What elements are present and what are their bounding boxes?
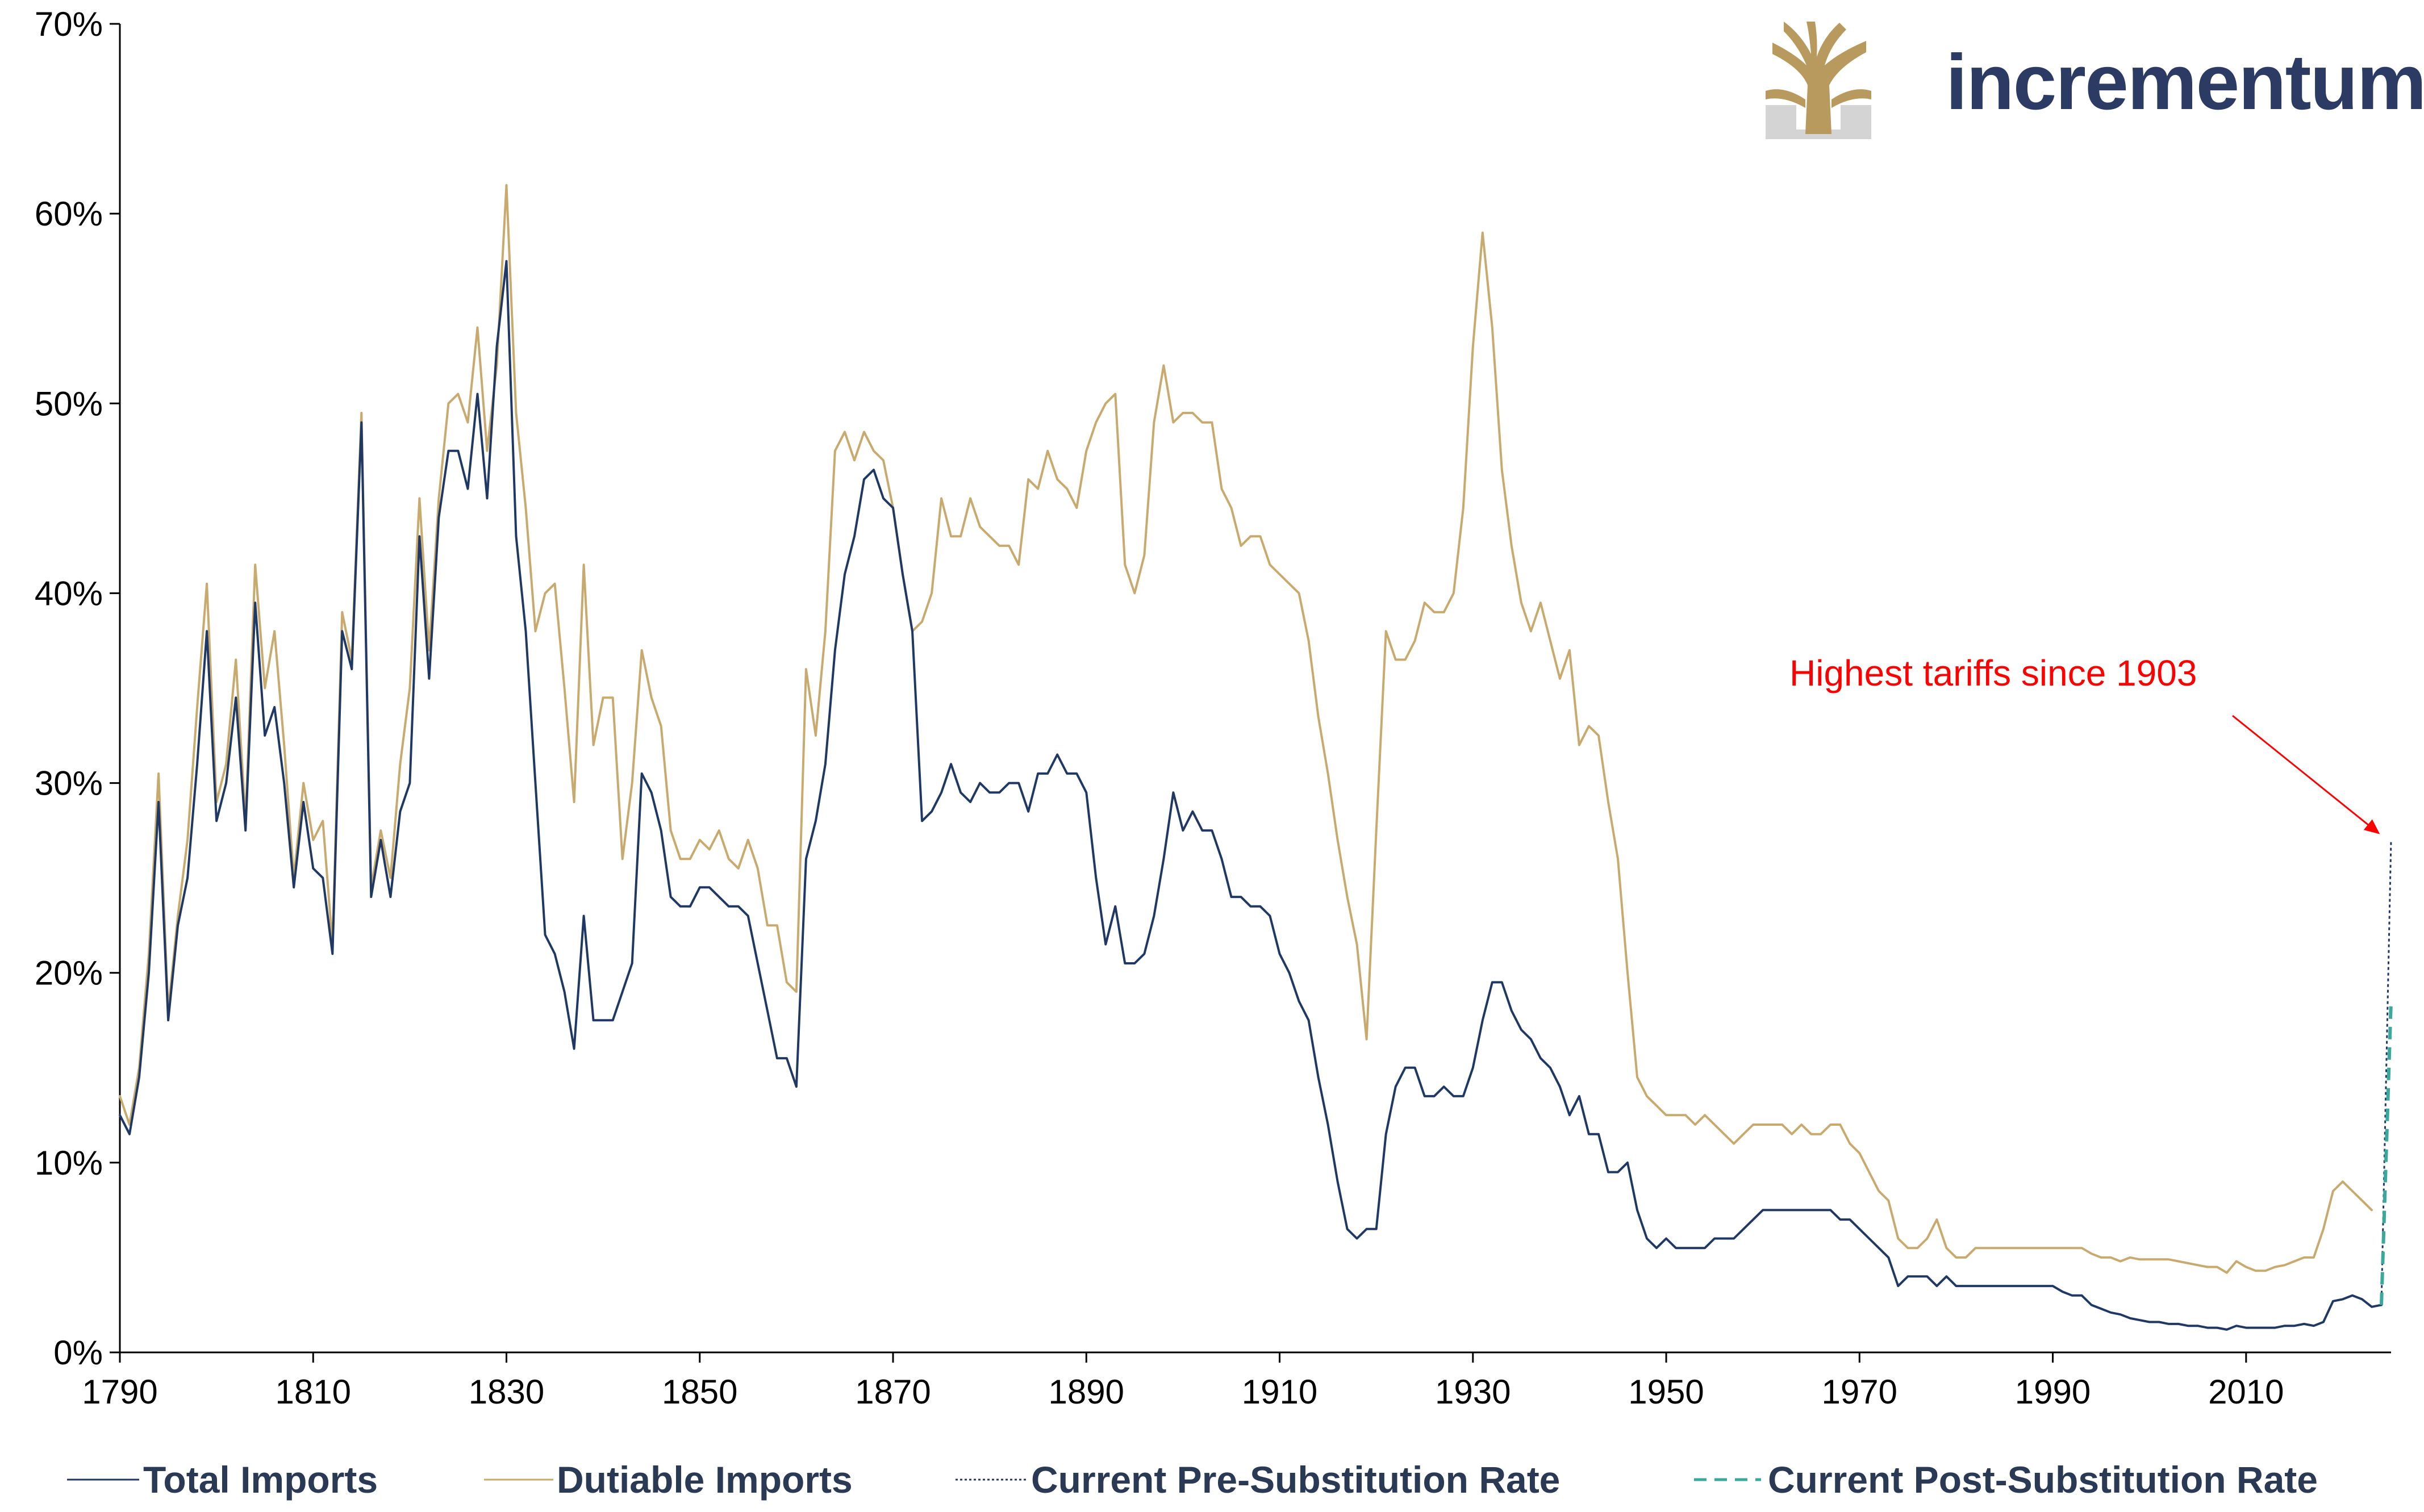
legend-item-dutiable-imports: Dutiable Imports (484, 1459, 853, 1501)
y-tick-label: 20% (35, 954, 103, 992)
legend-label-pre-substitution: Current Pre-Substitution Rate (1031, 1459, 1560, 1501)
y-tick-label: 40% (35, 574, 103, 612)
x-axis-ticks: 1790 1810 1830 1850 1870 1890 1910 1930 1950 1970… (82, 1352, 2284, 1411)
y-tick-label: 50% (35, 385, 103, 423)
x-tick-label: 1790 (82, 1373, 157, 1411)
logo-text: incrementum (1946, 39, 2424, 126)
series-line-pre-substitution (2380, 839, 2392, 1305)
x-tick-label: 1830 (469, 1373, 544, 1411)
annotation-text: Highest tariffs since 1903 (1789, 653, 2197, 694)
x-tick-label: 1930 (1435, 1373, 1511, 1411)
legend-item-pre-substitution: Current Pre-Substitution Rate (956, 1459, 1560, 1501)
logo: incrementum (1766, 22, 2424, 139)
x-tick-label: 1910 (1242, 1373, 1317, 1411)
x-tick-label: 1990 (2015, 1373, 2091, 1411)
logo-tree-icon (1766, 22, 1871, 139)
x-tick-label: 1950 (1628, 1373, 1704, 1411)
annotation-arrow (2232, 715, 2380, 834)
series-line-total-imports (119, 260, 2383, 1331)
x-tick-label: 1870 (855, 1373, 931, 1411)
x-tick-label: 1810 (276, 1373, 351, 1411)
y-axis-ticks: 0% 10% 20% 30% 40% 50% 60% 70% (35, 5, 120, 1372)
legend-item-total-imports: Total Imports (67, 1459, 378, 1501)
x-tick-label: 1970 (1822, 1373, 1897, 1411)
legend-label-post-substitution: Current Post-Substitution Rate (1768, 1459, 2318, 1501)
x-tick-label: 2010 (2208, 1373, 2284, 1411)
x-tick-label: 1890 (1049, 1373, 1124, 1411)
legend-label-dutiable-imports: Dutiable Imports (557, 1459, 853, 1501)
series-line-dutiable-imports (119, 184, 2373, 1274)
series-layer (119, 184, 2393, 1331)
annotation: Highest tariffs since 1903 (1789, 653, 2380, 834)
legend-label-total-imports: Total Imports (143, 1459, 378, 1501)
legend: Total Imports Dutiable Imports Current P… (67, 1459, 2318, 1501)
y-tick-label: 10% (35, 1144, 103, 1182)
y-tick-label: 0% (53, 1334, 103, 1372)
y-tick-label: 70% (35, 5, 103, 43)
legend-item-post-substitution: Current Post-Substitution Rate (1694, 1459, 2318, 1501)
y-tick-label: 30% (35, 765, 103, 803)
y-tick-label: 60% (35, 195, 103, 233)
x-tick-label: 1850 (662, 1373, 737, 1411)
series-line-post-substitution (2380, 1001, 2393, 1305)
